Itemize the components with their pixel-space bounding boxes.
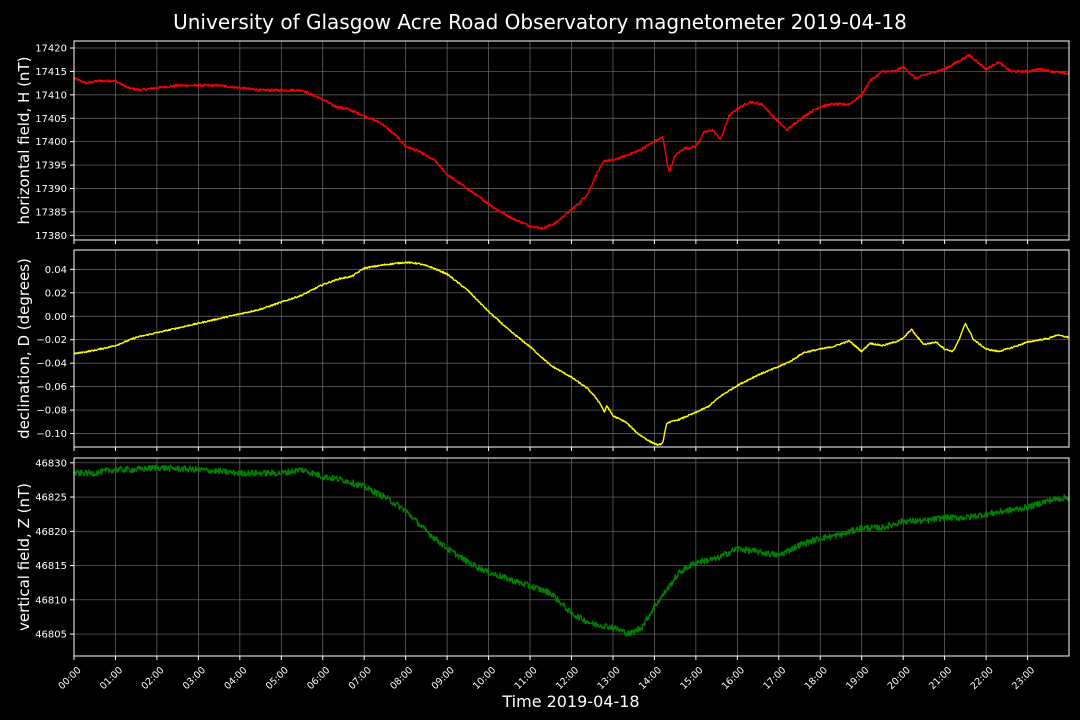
series-line-panel-2	[73, 261, 1070, 447]
y-tick-label: 17390	[35, 184, 67, 195]
y-axis-label: horizontal field, H (nT)	[15, 57, 33, 225]
y-tick-label: 17380	[35, 231, 67, 242]
x-axis-label: Time 2019-04-18	[501, 692, 639, 711]
y-tick-label: 0.04	[45, 265, 67, 276]
y-tick-label: 0.02	[45, 288, 67, 299]
y-tick-label: 17395	[35, 161, 67, 172]
y-tick-label: −0.04	[36, 359, 67, 370]
y-tick-label: 46805	[35, 630, 67, 641]
grid-panel-3	[73, 458, 1069, 656]
y-tick-label: 17385	[35, 207, 67, 218]
panel-3: 46805 46810 46815 46820 46825 46830 vertical f…	[15, 457, 1070, 660]
y-tick-label: −0.08	[36, 406, 67, 417]
y-tick-label: 17415	[35, 67, 67, 78]
y-tick-label: 46820	[35, 527, 67, 538]
panel-1: 17380 17385 17390 17395 17400 17405 17410 17415…	[15, 40, 1070, 244]
grid-panel-2	[73, 250, 1069, 447]
y-tick-label: −0.10	[36, 429, 67, 440]
y-tick-label: 46815	[35, 561, 67, 572]
y-axis-label: vertical field, Z (nT)	[15, 483, 33, 631]
y-tick-label: 17420	[35, 44, 67, 55]
y-tick-label: 0.00	[45, 312, 67, 323]
y-tick-label: 46810	[35, 595, 67, 606]
series-line-panel-3	[73, 464, 1070, 637]
series-line-panel-1	[73, 53, 1070, 230]
y-tick-label: 17405	[35, 114, 67, 125]
y-tick-label: 17410	[35, 90, 67, 101]
grid-panel-1	[73, 41, 1069, 240]
y-tick-label: 17400	[35, 137, 67, 148]
y-axis-label: declination, D (degrees)	[15, 258, 33, 439]
y-tick-label: 46825	[35, 493, 67, 504]
y-tick-label: 46830	[35, 458, 67, 469]
y-tick-label: −0.06	[36, 382, 67, 393]
panel-2: −0.10 −0.08 −0.06 −0.04 −0.02 0.00 0.02 0.04 dec…	[15, 249, 1070, 451]
y-tick-label: −0.02	[36, 335, 67, 346]
figure-title: University of Glasgow Acre Road Observat…	[173, 10, 907, 34]
